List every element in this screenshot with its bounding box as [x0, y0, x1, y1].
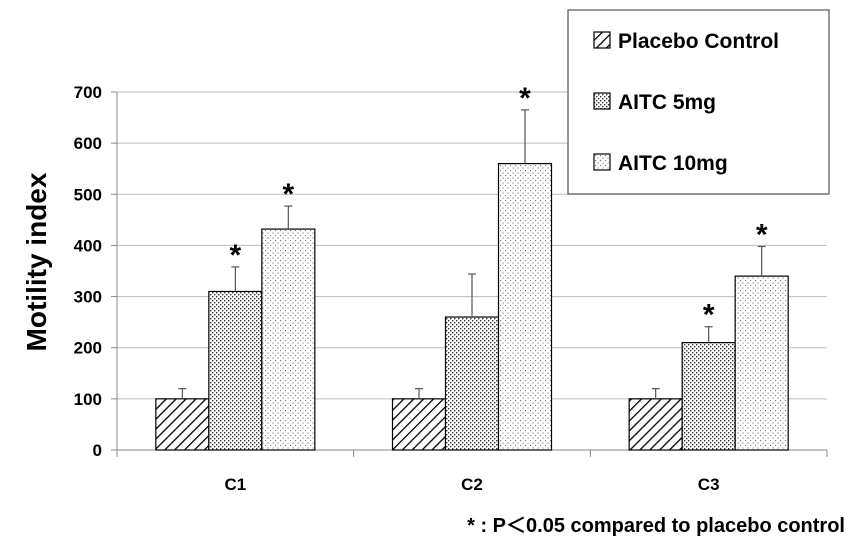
- bar: [155, 398, 210, 451]
- significance-star: *: [229, 239, 241, 272]
- x-tick-label: C1: [224, 475, 246, 494]
- bar: [208, 290, 263, 451]
- bar: [391, 398, 447, 451]
- y-axis-label: Motility index: [21, 172, 52, 351]
- bar: [444, 316, 500, 451]
- bar: [734, 275, 789, 451]
- legend-swatch: [593, 153, 611, 171]
- y-tick-label: 100: [74, 390, 102, 409]
- y-tick-label: 0: [93, 441, 102, 460]
- y-tick-label: 600: [74, 134, 102, 153]
- x-tick-label: C2: [461, 475, 483, 494]
- bars: [155, 163, 789, 451]
- significance-star: *: [519, 82, 531, 115]
- bar: [261, 228, 316, 451]
- y-tick-label: 200: [74, 339, 102, 358]
- error-bars: [178, 109, 766, 399]
- x-tick-labels: C1 C2 C3: [224, 475, 719, 494]
- y-tick-label: 400: [74, 236, 102, 255]
- significance-star: *: [703, 299, 715, 332]
- legend-swatch: [593, 92, 611, 110]
- y-tick-label: 700: [74, 83, 102, 102]
- bar: [628, 398, 683, 451]
- significance-star: *: [282, 178, 294, 211]
- legend-label: Placebo Control: [618, 30, 779, 53]
- significance-footnote: * : P＜0.05 compared to placebo control: [467, 515, 845, 537]
- legend-swatch: [593, 31, 611, 49]
- bar: [497, 163, 553, 451]
- significance-markers: * * * * *: [229, 82, 767, 332]
- legend-label: AITC 5mg: [618, 91, 716, 114]
- y-tick-label: 500: [74, 185, 102, 204]
- significance-star: *: [756, 218, 768, 251]
- x-tick-label: C3: [698, 475, 720, 494]
- legend: Placebo Control AITC 5mg AITC 10mg: [567, 9, 830, 195]
- bar: [681, 342, 736, 451]
- y-tick-label: 300: [74, 288, 102, 307]
- legend-box: [567, 9, 830, 195]
- y-tick-labels: 0 100 200 300 400 500 600 700: [74, 83, 102, 460]
- legend-label: AITC 10mg: [618, 152, 728, 175]
